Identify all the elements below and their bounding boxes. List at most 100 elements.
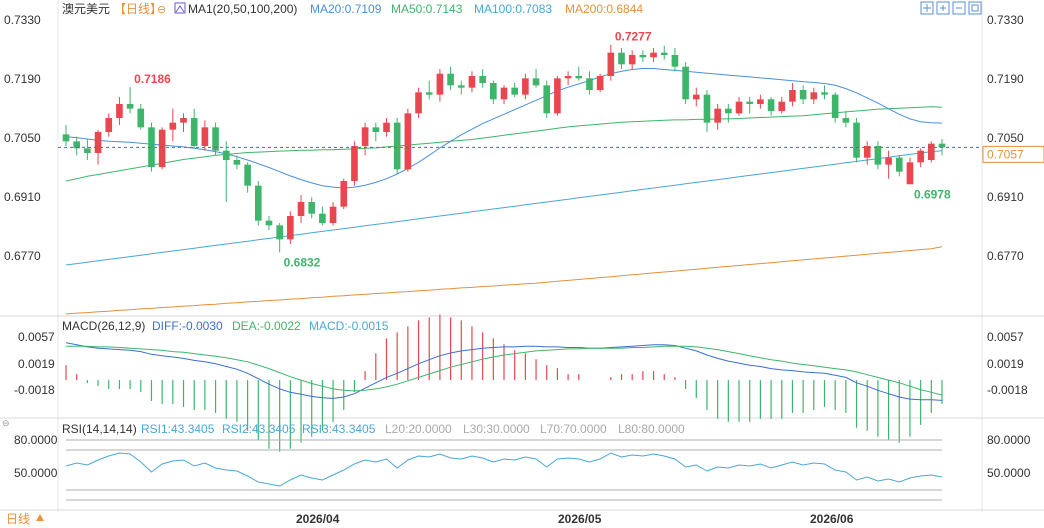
candle-body [628, 55, 636, 65]
candle-body [906, 162, 914, 185]
candle-body [254, 185, 262, 221]
candle-body [543, 85, 551, 114]
candle-body [212, 127, 219, 151]
candle-body [105, 118, 113, 132]
l30-value: L30:30.0000 [463, 422, 530, 436]
candle-body [158, 129, 166, 167]
left-low-annotation: 0.6832 [284, 255, 321, 269]
macd-y-tick: 0.0057 [18, 330, 55, 344]
rsi-header: RSI(14,14,14) RSI1:43.3405 RSI2:43.3405 … [62, 422, 685, 436]
macd-diff-value: DIFF:-0.0030 [152, 319, 223, 333]
macd-dea-line [66, 345, 943, 396]
candle-body [863, 146, 871, 158]
indicator-toggle-icon[interactable]: ⊖ [2, 418, 10, 428]
rsi2-value: RSI2:43.3405 [222, 422, 296, 436]
candle-body [180, 118, 187, 123]
candle-body [618, 52, 625, 65]
candle-body [682, 66, 689, 100]
ma50-line [65, 106, 943, 182]
candle-body [233, 160, 241, 165]
macd-dea-value: DEA:-0.0022 [232, 319, 301, 333]
rsi-y-tick: 80.0000 [14, 433, 58, 447]
candle-body [917, 150, 924, 163]
candle-body [778, 101, 786, 111]
candle-body [928, 143, 935, 160]
candle-body [468, 76, 476, 88]
candle-body [596, 76, 604, 90]
candle-body [222, 150, 230, 160]
candle-body [190, 118, 198, 146]
l70-value: L70:70.0000 [540, 422, 607, 436]
l80-value: L80:80.0000 [618, 422, 685, 436]
candle-body [821, 92, 828, 95]
candle-body [201, 127, 209, 146]
candle-body [148, 127, 155, 167]
candle-body [351, 146, 358, 181]
candle-body [393, 122, 401, 170]
ma-label: MA1(20,50,100,200) [188, 2, 297, 16]
candle-body [425, 92, 433, 95]
macd-hist-value: MACD:-0.0015 [309, 319, 389, 333]
candle-body [116, 104, 123, 118]
candle-body [94, 132, 102, 153]
candle-body [500, 87, 508, 100]
candle-body [564, 76, 572, 79]
candle-body [457, 85, 465, 88]
zoom-out-icon[interactable] [952, 1, 966, 15]
candle-body [169, 122, 177, 130]
candle-body [62, 134, 70, 142]
high-annotation: 0.7277 [615, 30, 652, 44]
candle-body [447, 73, 454, 86]
x-tick-label: 2026/04 [296, 512, 340, 526]
candle-body [692, 94, 700, 100]
ma20-line [65, 68, 943, 189]
candle-body [746, 101, 754, 104]
candle-body [287, 216, 294, 240]
candle-body [490, 83, 497, 100]
indicator-icon[interactable] [174, 2, 186, 14]
rsi-y-axis: 80.0000 50.0000 80.0000 50.0000 [14, 433, 1031, 480]
macd-y-tick: -0.0018 [987, 383, 1028, 397]
period-button[interactable]: 日线 [6, 512, 44, 526]
settings-icon[interactable]: ⊖ [157, 4, 166, 16]
ma50-value: MA50:0.7143 [391, 2, 463, 16]
candle-body [735, 101, 743, 114]
rsi-y-tick: 50.0000 [14, 466, 58, 480]
caret-up-icon[interactable] [36, 514, 44, 521]
ma200-line [65, 246, 943, 315]
candle-body [479, 76, 486, 83]
fullscreen-icon[interactable] [968, 1, 982, 15]
candle-body [586, 78, 593, 90]
price-y-axis-right: 0.7330 0.7190 0.7050 0.6910 0.6770 [987, 13, 1024, 263]
candle-body [554, 78, 561, 114]
ma100-value: MA100:0.7083 [474, 2, 552, 16]
x-tick-label: 2026/06 [810, 512, 854, 526]
rsi-y-tick: 50.0000 [987, 466, 1031, 480]
y-tick-label: 0.7050 [4, 131, 41, 145]
current-price-tag [982, 145, 1044, 163]
candle-body [372, 127, 380, 132]
rsi-line [65, 452, 943, 487]
candle-body [607, 52, 615, 76]
candle-body [671, 55, 679, 67]
candle-body [84, 148, 91, 153]
candle-body [885, 157, 892, 165]
candle-body [874, 146, 882, 165]
y-tick-label: 0.6770 [987, 249, 1024, 263]
candle-body [297, 202, 305, 216]
low-annotation: 0.6978 [914, 187, 951, 201]
macd-y-axis: 0.0057 0.0019 -0.0018 0.0057 0.0019 -0.0… [14, 330, 1028, 397]
candle-body [938, 143, 946, 148]
y-tick-label: 0.6910 [4, 190, 41, 204]
current-price-text: 0.7057 [987, 147, 1024, 161]
period-button-label[interactable]: 日线 [6, 512, 30, 526]
price-header: 澳元美元 【日线】 ⊖ MA1(20,50,100,200) MA20:0.71… [62, 2, 643, 16]
candle-body [789, 90, 796, 102]
zoom-in-icon[interactable] [936, 1, 950, 15]
period-label[interactable]: 【日线】 [114, 2, 162, 16]
rsi-title: RSI(14,14,14) [62, 422, 137, 436]
candle-body [853, 122, 860, 158]
moving-averages [65, 68, 943, 315]
candle-body [404, 113, 412, 170]
move-icon[interactable] [920, 1, 934, 15]
